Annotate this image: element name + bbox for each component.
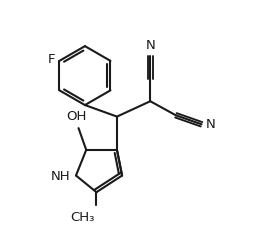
Text: F: F — [47, 53, 55, 66]
Text: NH: NH — [51, 170, 70, 183]
Text: N: N — [145, 39, 155, 52]
Text: N: N — [206, 118, 216, 131]
Text: CH₃: CH₃ — [70, 211, 95, 224]
Text: OH: OH — [66, 110, 86, 123]
